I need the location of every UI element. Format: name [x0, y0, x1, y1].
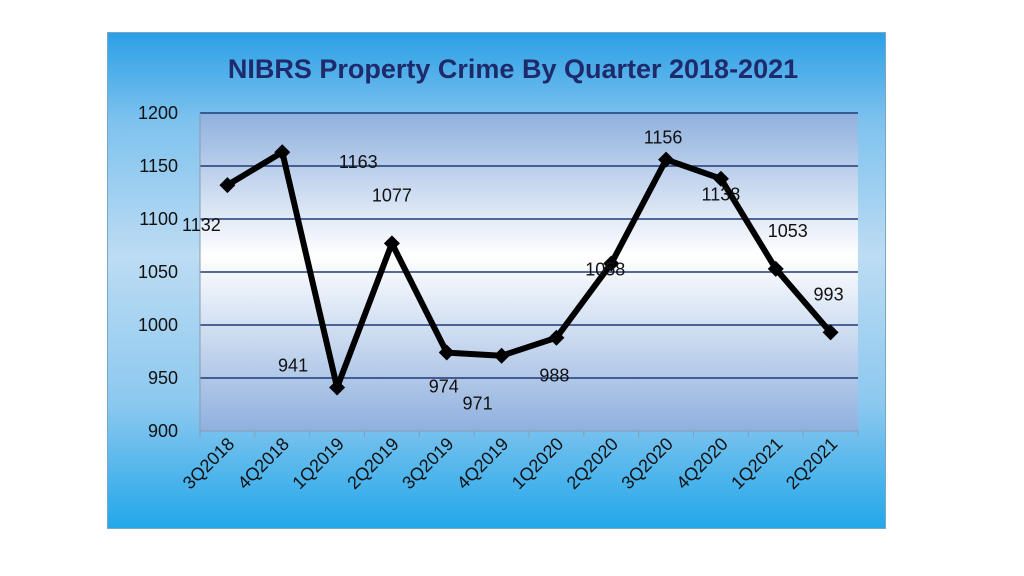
x-tick-label: 3Q2019 — [398, 434, 457, 493]
series-line — [225, 149, 833, 391]
data-point-marker — [383, 235, 400, 252]
y-tick-label: 900 — [148, 421, 178, 441]
x-tick-label: 1Q2021 — [727, 434, 786, 493]
data-point-marker — [712, 170, 729, 187]
data-point-marker — [219, 177, 236, 194]
x-tick-label: 4Q2018 — [234, 434, 293, 493]
y-tick-label: 1000 — [138, 315, 178, 335]
data-label: 988 — [539, 366, 569, 386]
x-tick-label: 4Q2019 — [453, 434, 512, 493]
x-tick-label: 1Q2020 — [508, 434, 567, 493]
data-label: 971 — [463, 394, 493, 414]
data-point-marker — [548, 329, 565, 346]
data-label: 1053 — [768, 221, 808, 241]
data-label: 1132 — [182, 215, 221, 235]
x-tick-label: 2Q2021 — [782, 434, 841, 493]
x-tick-label: 3Q2018 — [179, 434, 238, 493]
data-label: 1058 — [585, 260, 625, 280]
y-tick-label: 1200 — [138, 103, 178, 123]
series-layer — [219, 144, 839, 396]
data-point-marker — [274, 144, 291, 161]
data-label: 941 — [278, 356, 308, 376]
data-point-marker — [822, 324, 839, 341]
data-label: 1156 — [644, 128, 683, 148]
y-tick-label: 1050 — [138, 262, 178, 282]
data-point-marker — [329, 379, 346, 396]
data-label: 1163 — [339, 152, 378, 172]
x-tick-label: 1Q2019 — [288, 434, 347, 493]
data-point-marker — [767, 260, 784, 277]
x-tick-label: 3Q2020 — [617, 434, 676, 493]
data-label: 1138 — [702, 185, 741, 205]
data-point-marker — [603, 255, 620, 272]
data-point-marker — [438, 344, 455, 361]
x-tick-label: 2Q2019 — [343, 434, 402, 493]
y-tick-label: 1100 — [139, 209, 178, 229]
data-label: 1077 — [372, 185, 412, 205]
line-chart: NIBRS Property Crime By Quarter 2018-202… — [138, 54, 859, 493]
y-tick-label: 1150 — [139, 156, 178, 176]
chart-frame: NIBRS Property Crime By Quarter 2018-202… — [107, 32, 886, 529]
y-tick-label: 950 — [148, 368, 178, 388]
x-tick-label: 2Q2020 — [563, 434, 622, 493]
data-point-marker — [493, 347, 510, 364]
data-label: 974 — [429, 377, 459, 397]
data-label: 993 — [814, 284, 844, 304]
data-point-marker — [658, 151, 675, 168]
x-tick-label: 4Q2020 — [672, 434, 731, 493]
chart-title: NIBRS Property Crime By Quarter 2018-202… — [228, 54, 798, 84]
